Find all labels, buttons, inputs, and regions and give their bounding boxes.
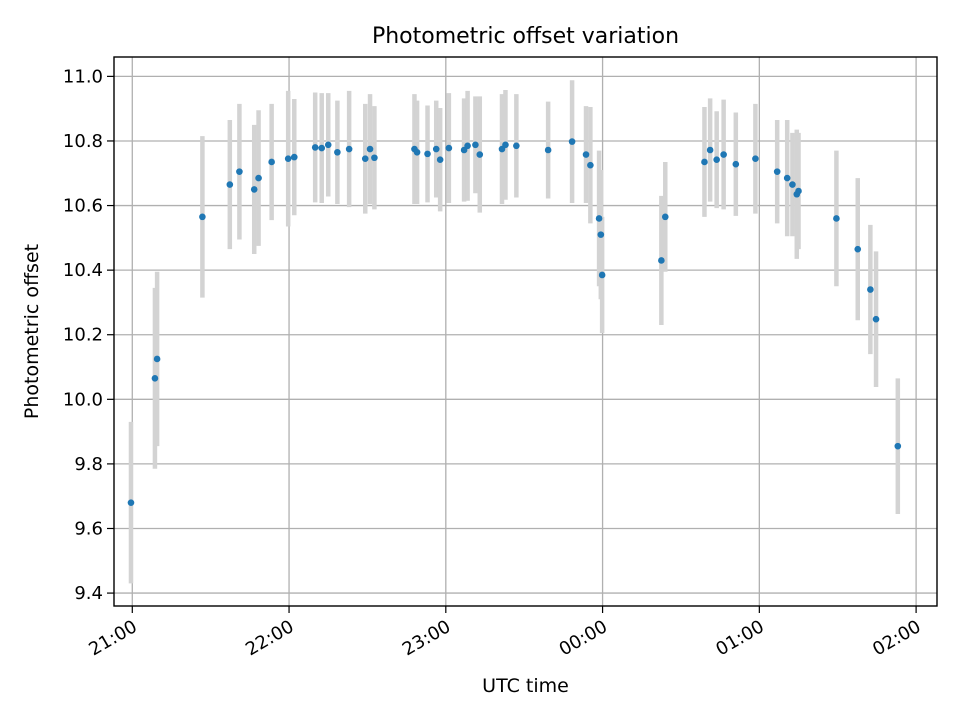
data-point [361,155,369,163]
data-point [720,151,727,158]
x-tick-label: 01:00 [712,616,767,660]
data-point [318,144,326,152]
y-tick-label: 11.0 [63,66,103,87]
data-point [595,215,603,222]
data-point [445,144,453,152]
data-point [701,158,708,166]
y-tick-label: 10.8 [63,131,103,152]
data-point [867,286,874,293]
data-point [250,186,258,193]
data-point [371,154,378,162]
data-point [472,141,479,149]
data-point [587,161,594,169]
data-point [661,213,669,221]
data-point [226,181,234,188]
data-point [127,499,135,506]
data-point [783,174,791,182]
y-tick-label: 10.4 [63,260,103,281]
data-point [345,145,353,153]
data-point [773,168,781,175]
data-point [544,146,552,154]
data-point [854,245,862,253]
data-point [199,213,206,221]
data-point [713,156,720,163]
y-axis-ticks: 9.4 9.6 9.8 10.0 10.2 10.4 10.6 10.8 11.0 [63,66,114,604]
x-tick-label: 21:00 [85,616,140,660]
data-point [658,257,665,264]
data-point [872,315,880,323]
x-axis-ticks: 21:00 22:00 23:00 00:00 01:00 02:00 [85,606,925,660]
data-point [324,141,332,149]
x-tick-label: 23:00 [399,616,454,660]
data-point [268,158,275,166]
y-tick-label: 10.2 [63,325,103,346]
chart-title: Photometric offset variation [372,24,679,49]
data-point [597,231,605,238]
data-point [598,271,606,279]
y-tick-label: 9.8 [74,454,103,475]
x-tick-label: 00:00 [556,616,611,660]
data-point [582,151,590,158]
data-point [290,153,298,161]
data-point [413,148,421,156]
data-point [513,142,520,150]
data-point [153,355,161,363]
data-point [833,215,840,222]
data-point [311,144,319,151]
data-point [464,142,471,150]
x-tick-label: 22:00 [242,616,297,660]
y-tick-label: 10.6 [63,196,103,217]
data-point [795,187,802,195]
error-bars [128,80,901,584]
plot-frame [113,56,938,607]
data-point [894,442,902,450]
data-point [334,148,341,156]
data-point [476,151,484,158]
y-tick-label: 9.6 [74,518,103,539]
data-point [789,181,796,188]
y-axis-label: Photometric offset [21,244,43,419]
data-point [236,168,243,175]
y-tick-label: 9.4 [74,583,103,604]
y-tick-label: 10.0 [63,389,103,410]
data-point [706,146,714,154]
data-point [432,145,440,153]
data-points [127,138,902,506]
data-point [568,138,576,145]
data-point [424,150,431,158]
data-point [752,155,759,163]
data-point [436,156,444,163]
x-axis-label: UTC time [482,675,569,697]
data-point [732,160,740,168]
data-point [366,145,374,153]
x-tick-label: 02:00 [869,616,924,660]
data-point [502,141,509,149]
data-point [284,155,292,163]
data-point [151,375,159,382]
data-point [255,174,262,182]
